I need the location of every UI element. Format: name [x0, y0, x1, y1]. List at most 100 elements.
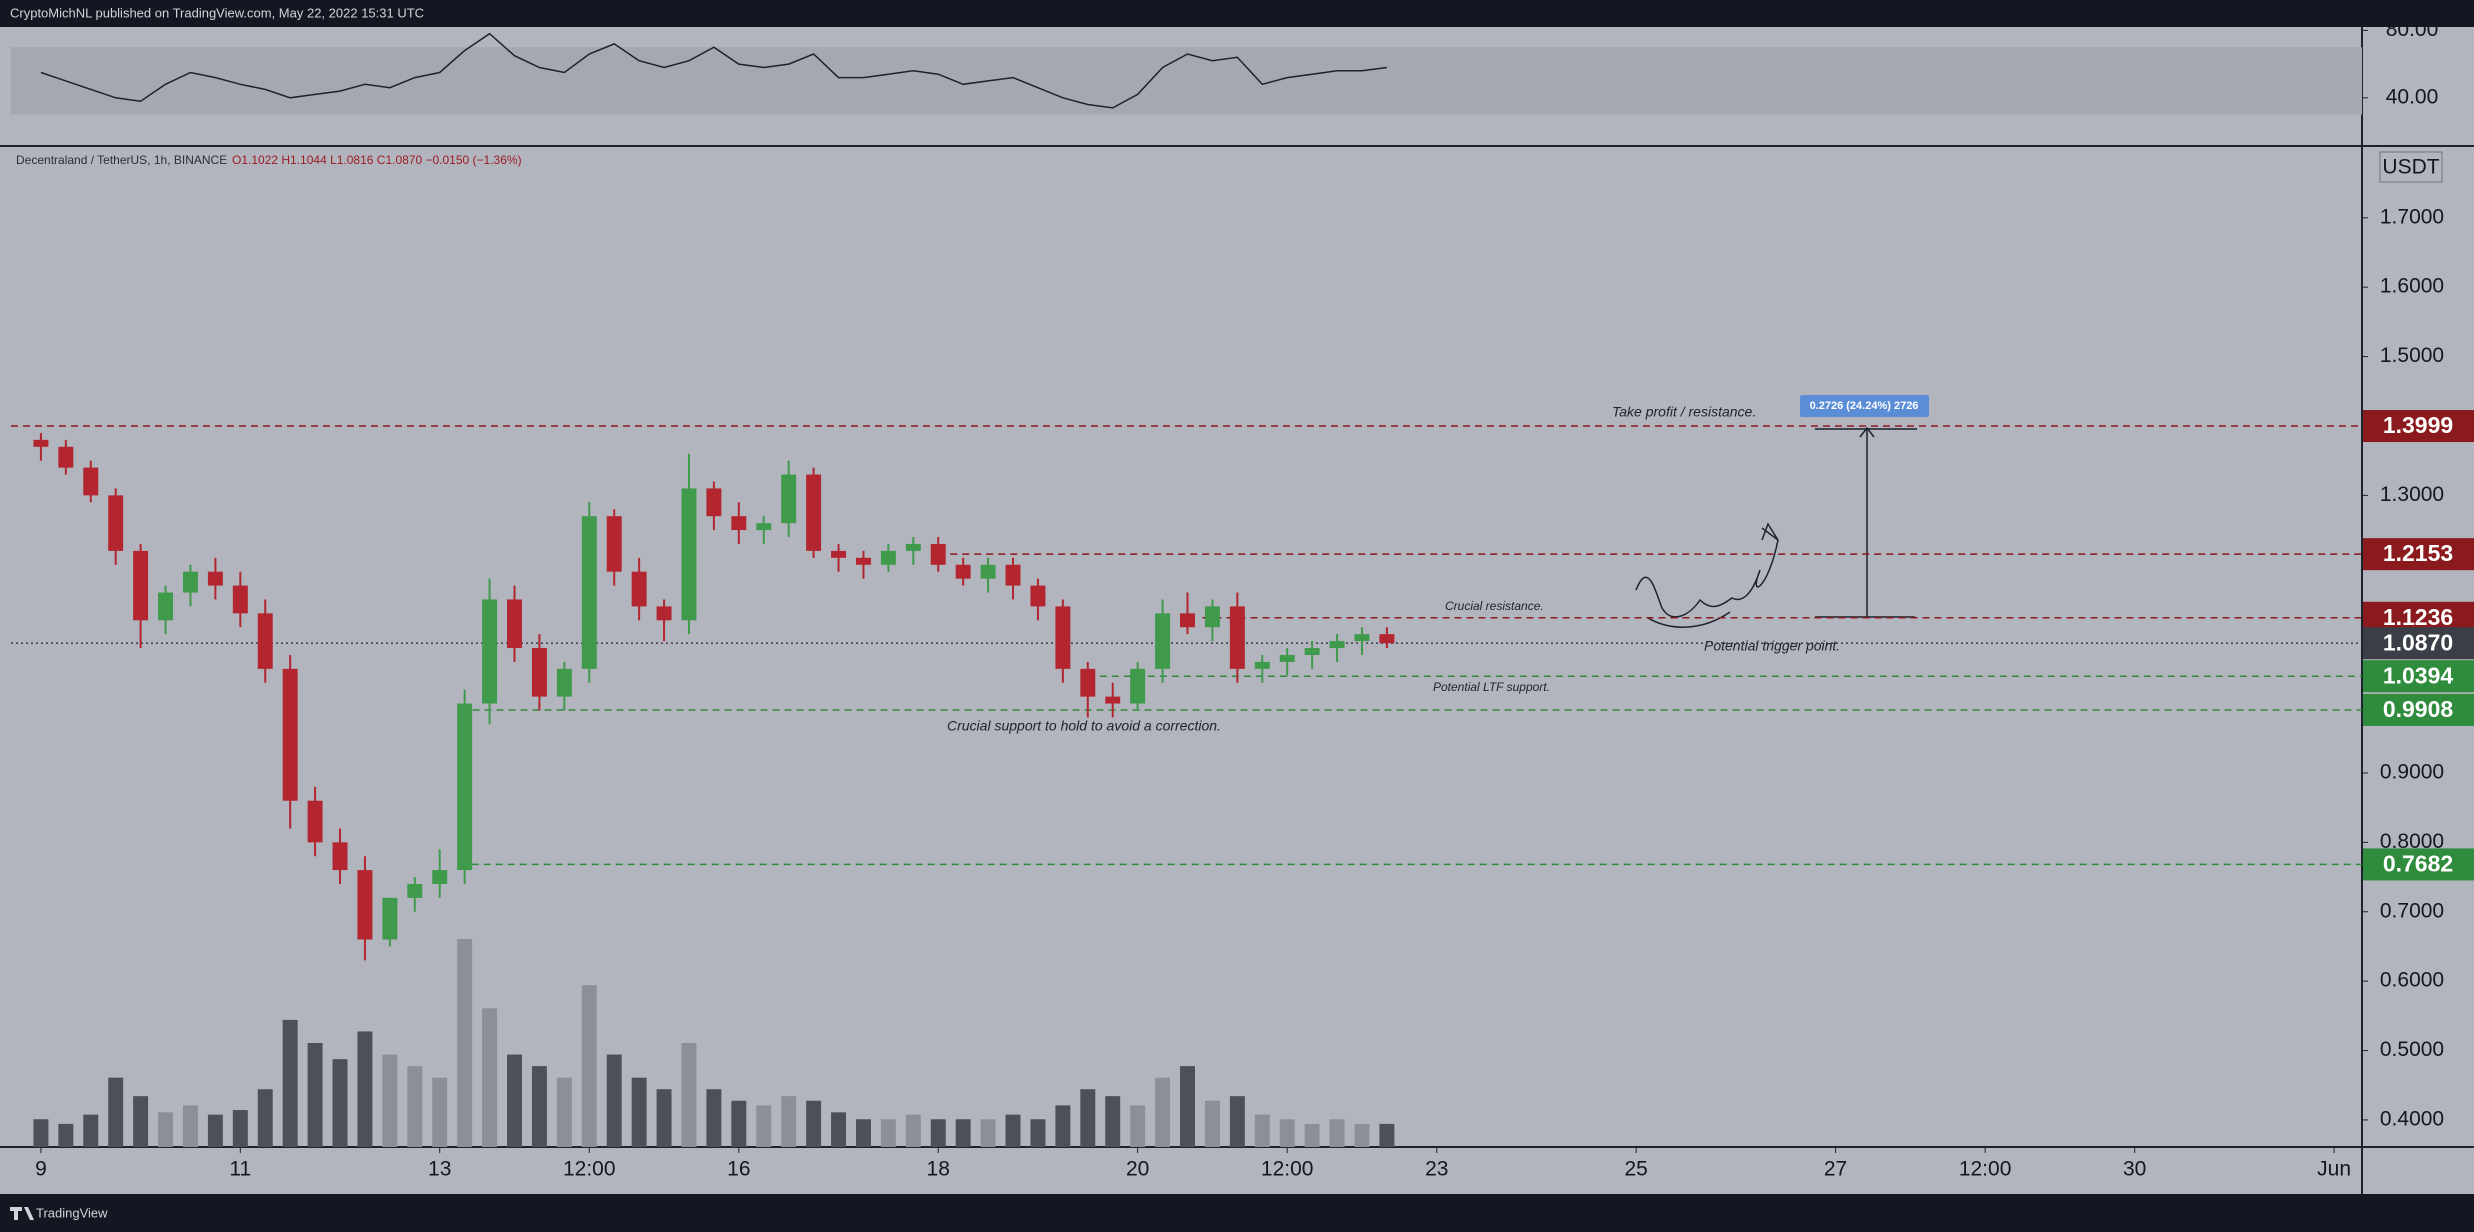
x-tick-label: 18 — [927, 1158, 950, 1181]
volume-bar — [656, 1089, 672, 1147]
candle-body — [581, 516, 597, 669]
volume-bar — [831, 1112, 847, 1147]
price-tag-label: 1.0394 — [2383, 662, 2454, 688]
price-tag — [2363, 848, 2474, 881]
volume-bar — [207, 1114, 223, 1147]
volume-bar — [382, 1054, 398, 1147]
volume-bar — [905, 1114, 921, 1147]
y-tick-label: 0.6000 — [2380, 969, 2444, 992]
volume-bar — [507, 1054, 522, 1147]
volume-bar — [307, 1043, 323, 1147]
candle-body — [1279, 654, 1295, 662]
candle-body — [556, 668, 572, 697]
x-tick-label: 12:00 — [1261, 1158, 1314, 1181]
candle-body — [507, 599, 522, 649]
volume-bar — [955, 1119, 971, 1147]
volume-bar — [108, 1077, 124, 1147]
volume-bar — [1005, 1114, 1021, 1147]
volume-bar — [756, 1105, 772, 1147]
rsi-tick-label: 80.00 — [2386, 18, 2439, 41]
volume-bar — [1080, 1089, 1096, 1147]
price-tag — [2363, 660, 2474, 693]
candle-body — [831, 550, 847, 558]
measure-box — [1800, 395, 1929, 417]
y-tick-label: 0.4000 — [2380, 1107, 2444, 1130]
price-tag — [2363, 538, 2474, 571]
x-tick-label: 9 — [35, 1158, 47, 1181]
measure-label: 0.2726 (24.24%) 2726 — [1810, 400, 1919, 412]
annotation: Take profit / resistance. — [1612, 404, 1756, 420]
volume-bar — [1030, 1119, 1046, 1147]
y-tick-label: 1.5000 — [2380, 344, 2444, 367]
volume-bar — [133, 1096, 149, 1147]
y-tick-label: 1.6000 — [2380, 275, 2444, 298]
volume-bar — [282, 1019, 298, 1147]
candle-body — [1254, 661, 1270, 669]
candle-body — [1030, 585, 1046, 607]
candle-body — [432, 870, 448, 884]
candle-body — [955, 564, 971, 579]
annotation: Potential trigger point. — [1704, 638, 1840, 654]
annotation: Crucial resistance. — [1445, 599, 1544, 613]
footer-logo — [10, 1207, 34, 1220]
candle-body — [1204, 606, 1220, 628]
symbol-legend: Decentraland / TetherUS, 1h, BINANCE — [16, 153, 227, 167]
candle-body — [257, 613, 273, 669]
volume-bar — [1304, 1123, 1320, 1147]
volume-bar — [1279, 1119, 1295, 1147]
rsi-band — [11, 47, 2362, 115]
x-tick-label: 16 — [727, 1158, 750, 1181]
projection-sketch — [1635, 522, 1779, 618]
candle-body — [83, 467, 99, 496]
candle-body — [731, 516, 747, 531]
volume-bar — [58, 1123, 74, 1147]
candle-body — [307, 800, 323, 843]
candle-body — [531, 648, 547, 697]
price-tag-label: 0.7682 — [2383, 850, 2453, 876]
annotation: Crucial support to hold to avoid a corre… — [947, 718, 1221, 734]
x-tick-label: 11 — [229, 1158, 251, 1181]
volume-bar — [880, 1119, 896, 1147]
volume-bar — [482, 1008, 498, 1147]
footer-brand[interactable]: TradingView — [36, 1205, 108, 1220]
volume-bar — [781, 1096, 797, 1147]
x-tick-label: 20 — [1126, 1158, 1149, 1181]
candle-body — [482, 599, 498, 704]
price-tag — [2363, 627, 2474, 660]
candle-body — [1329, 641, 1345, 649]
y-tick-label: 0.5000 — [2380, 1038, 2444, 1061]
candle-body — [457, 703, 473, 871]
volume-bar — [232, 1110, 248, 1147]
candle-body — [58, 446, 74, 468]
y-tick-label: 0.9000 — [2380, 761, 2444, 784]
candle-body — [905, 543, 921, 551]
volume-bar — [731, 1100, 747, 1147]
volume-bar — [556, 1077, 572, 1147]
volume-bar — [1229, 1096, 1245, 1147]
x-tick-label: 25 — [1624, 1158, 1647, 1181]
candle-body — [706, 488, 722, 517]
candle-body — [133, 550, 149, 621]
volume-bar — [1105, 1096, 1121, 1147]
candle-body — [207, 571, 223, 586]
price-tag-label: 1.1236 — [2383, 604, 2453, 630]
price-tag-label: 0.9908 — [2383, 696, 2454, 722]
x-tick-label: 13 — [428, 1158, 451, 1181]
rsi-line — [40, 32, 1387, 109]
candle-body — [855, 557, 871, 565]
volume-bar — [930, 1119, 946, 1147]
volume-bar — [1155, 1077, 1171, 1147]
candle-body — [332, 842, 348, 871]
y-tick-label: 0.8000 — [2380, 830, 2444, 853]
candle-body — [631, 571, 647, 607]
volume-bar — [432, 1077, 448, 1147]
candle-body — [880, 550, 896, 565]
rsi-tick-label: 40.00 — [2386, 85, 2439, 108]
candle-body — [108, 495, 124, 551]
volume-bar — [1130, 1105, 1146, 1147]
candle-body — [33, 439, 49, 447]
candle-body — [1379, 634, 1395, 644]
candle-body — [781, 474, 797, 524]
candle-body — [182, 571, 198, 593]
x-tick-label: 12:00 — [1959, 1158, 2012, 1181]
